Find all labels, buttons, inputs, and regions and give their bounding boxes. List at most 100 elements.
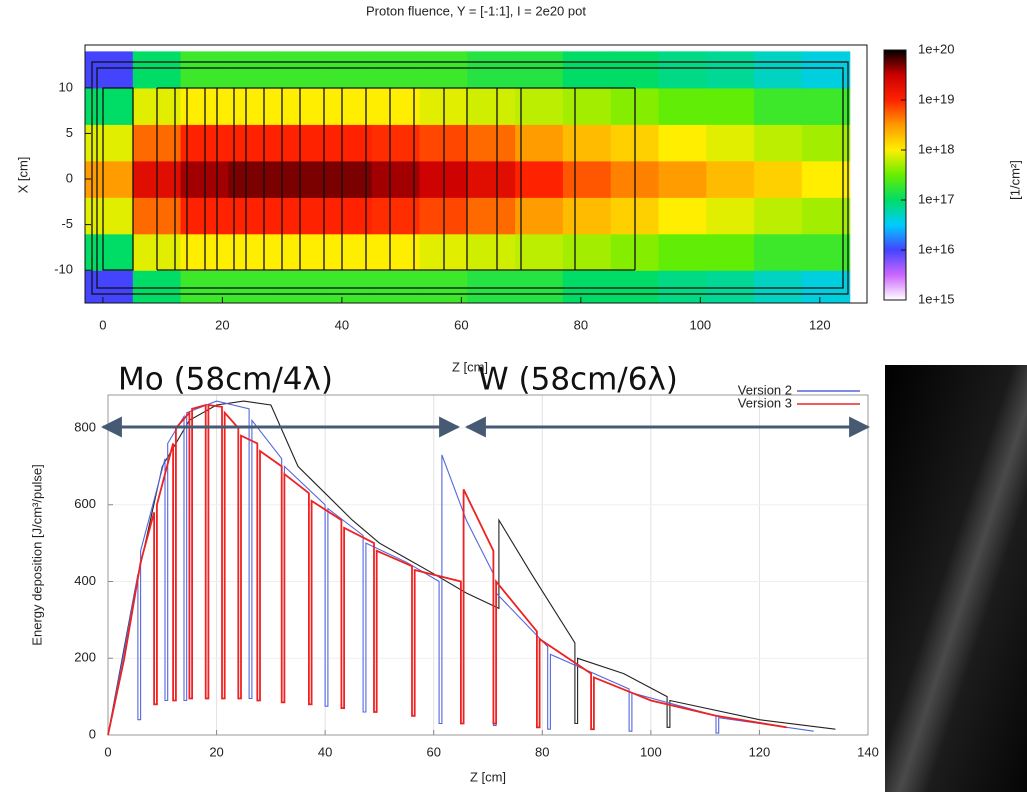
heatmap-cell (754, 233, 803, 271)
heatmap-cell (515, 160, 564, 198)
x-tick-label: 0 (104, 744, 111, 759)
heatmap-cell (562, 87, 612, 125)
heatmap-cell (228, 233, 277, 271)
y-axis-label: Energy deposition [J/cm³/pulse] (29, 464, 44, 645)
colorbar-tick-label: 1e+16 (918, 241, 955, 256)
heatmap-cell (85, 160, 134, 198)
chart-title: Proton fluence, Y = [-1:1], I = 2e20 pot (366, 3, 586, 18)
heatmap-cell (706, 51, 755, 89)
plot-frame (107, 394, 869, 736)
fluence-chart: Proton fluence, Y = [-1:1], I = 2e20 pot… (15, 3, 1022, 374)
heatmap-cell (371, 270, 421, 303)
heatmap-cell (371, 160, 421, 198)
dark-panel (885, 365, 1027, 792)
heatmap-cell (467, 124, 516, 162)
plot-frame (84, 44, 868, 304)
heatmap-cell (754, 51, 803, 89)
heatmap-cell (228, 51, 277, 89)
y-tick-label: -10 (54, 262, 73, 277)
x-axis-label: Z [cm] (470, 769, 506, 784)
x-tick-label: 100 (640, 744, 662, 759)
heatmap-cell (228, 270, 277, 303)
heatmap-cell (228, 197, 277, 235)
heatmap-cell (467, 270, 516, 303)
heatmap-cell (706, 233, 755, 271)
colorbar-tick-label: 1e+20 (918, 41, 955, 56)
heatmap-cell (754, 87, 803, 125)
heatmap-cell (801, 233, 851, 271)
heatmap-cell (323, 160, 373, 198)
heatmap-cell (371, 197, 421, 235)
heatmap-cell (467, 51, 516, 89)
heatmap-cell (323, 270, 373, 303)
y-tick-label: 0 (66, 170, 73, 185)
heatmap-cell (754, 160, 803, 198)
colorbar-tick-label: 1e+18 (918, 141, 955, 156)
series-line (107, 400, 814, 736)
colorbar (883, 49, 907, 301)
heatmap-cell (371, 87, 421, 125)
y-tick-label: 200 (74, 650, 96, 665)
heatmap-cell (515, 87, 564, 125)
heatmap-cell (706, 270, 755, 303)
heatmap-cell (323, 87, 373, 125)
heatmap-cell (658, 197, 707, 235)
x-tick-label: 80 (535, 744, 549, 759)
heatmap-cell (85, 51, 134, 89)
y-tick-label: 5 (66, 125, 73, 140)
heatmap-cell (132, 51, 182, 89)
x-tick-label: 0 (99, 317, 106, 332)
heatmap-cell (706, 160, 755, 198)
heatmap-cell (754, 124, 803, 162)
heatmap-cell (85, 197, 134, 235)
heatmap-cell (610, 51, 660, 89)
y-tick-label: 600 (74, 496, 96, 511)
heatmap-cell (658, 233, 707, 271)
y-axis-label: X [cm] (15, 157, 30, 194)
heatmap-cell (371, 51, 421, 89)
heatmap-cell (801, 51, 851, 89)
x-tick-label: 120 (749, 744, 771, 759)
y-tick-label: -5 (61, 216, 73, 231)
heatmap-cell (228, 160, 277, 198)
colorbar-tick-label: 1e+19 (918, 91, 955, 106)
y-tick-label: 10 (59, 79, 73, 94)
heatmap-cell (658, 124, 707, 162)
heatmap-cell (323, 51, 373, 89)
heatmap-cells (85, 51, 851, 303)
legend-label: Version 2 (738, 382, 792, 397)
heatmap-cell (562, 124, 612, 162)
heatmap-cell (515, 124, 564, 162)
energy-chart: 0 20 40 60 80 100 120 140 0 200 400 600 800 Version 2… (29, 362, 878, 785)
y-tick-label: 800 (74, 419, 96, 434)
x-tick-label: 100 (689, 317, 711, 332)
heatmap-cell (562, 197, 612, 235)
series-line (107, 400, 836, 736)
heatmap-cell (467, 233, 516, 271)
heatmap-cell (706, 87, 755, 125)
heatmap-cell (276, 51, 325, 89)
colorbar-tick-label: 1e+15 (918, 291, 955, 306)
x-tick-label: 20 (209, 744, 223, 759)
heatmap-cell (658, 87, 707, 125)
heatmap-cell (323, 124, 373, 162)
heatmap-cell (85, 233, 134, 271)
heatmap-cell (562, 160, 612, 198)
heatmap-cell (180, 270, 229, 303)
heatmap-cell (610, 270, 660, 303)
x-axis-label: Z [cm] (452, 359, 488, 374)
heatmap-cell (85, 270, 134, 303)
heatmap-cell (658, 270, 707, 303)
heatmap-cell (515, 270, 564, 303)
heatmap-cell (562, 233, 612, 271)
heatmap-cell (85, 87, 134, 125)
x-tick-label: 40 (318, 744, 332, 759)
heatmap-cell (801, 124, 851, 162)
heatmap-cell (801, 160, 851, 198)
heatmap-cell (180, 51, 229, 89)
target-geometry (91, 61, 849, 295)
heatmap-cell (276, 270, 325, 303)
heatmap-cell (515, 51, 564, 89)
heatmap-cell (467, 197, 516, 235)
